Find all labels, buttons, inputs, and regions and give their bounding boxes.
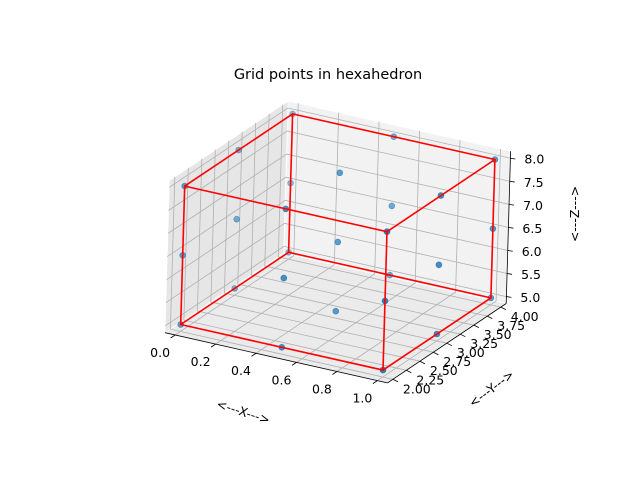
x-tick: [170, 334, 176, 339]
y-gridline: [250, 122, 474, 326]
data-point: [332, 307, 340, 315]
y-tick-label: 2.50: [430, 363, 458, 378]
x-tick-label: 1.0: [352, 391, 372, 406]
gridlines: [164, 103, 511, 381]
x-gridline: [377, 148, 501, 381]
y-tick: [419, 360, 426, 365]
hexahedron-edge: [291, 113, 496, 161]
y-tick: [487, 315, 493, 319]
hexahedron-edge: [490, 158, 496, 299]
x-gridline: [174, 103, 299, 336]
data-point: [334, 238, 342, 246]
z-tick-label: 6.5: [522, 221, 542, 236]
y-tick-label: 3.75: [497, 318, 525, 333]
y-gridline: [183, 167, 407, 371]
z-tick-label: 7.0: [523, 198, 543, 213]
hexahedron-edge: [287, 113, 294, 254]
y-gridline: [223, 140, 447, 344]
hexahedron-edge: [179, 185, 186, 326]
y-gridline: [196, 158, 420, 362]
hexahedron-edge: [287, 251, 492, 299]
z-tick: [510, 157, 516, 160]
y-tick-label: 3.25: [470, 336, 498, 351]
x-tick: [291, 362, 297, 366]
y-gridline: [277, 104, 501, 308]
x-tick-label: 0.8: [312, 382, 332, 397]
x-axis-label: <---X--->: [215, 396, 272, 427]
z-gridline: [164, 245, 507, 327]
x-gridline: [255, 121, 380, 354]
x-tick-label: 0.2: [191, 354, 211, 369]
data-point: [280, 274, 288, 282]
z-tick: [508, 227, 514, 229]
data-point: [435, 261, 443, 269]
y-tick: [433, 351, 439, 356]
z-gridline: [168, 107, 511, 188]
x-tick-label: 0.0: [150, 345, 170, 360]
hexahedron-edge: [179, 323, 384, 371]
z-tick: [507, 250, 513, 252]
y-tick-label: 2.00: [403, 381, 431, 396]
z-tick-label: 6.0: [522, 244, 542, 259]
x-tick-label: 0.6: [272, 372, 292, 387]
z-gridline: [167, 153, 510, 234]
y-tick-label: 2.75: [443, 354, 471, 369]
x-gridline: [215, 112, 340, 345]
y-tick: [446, 342, 453, 347]
z-gridline: [168, 130, 510, 211]
x-tick: [372, 380, 378, 384]
axes: 0.00.20.40.60.81.02.002.252.502.753.003.…: [150, 151, 544, 406]
y-axis-label: <---Y--->: [466, 367, 517, 411]
z-tick: [507, 273, 513, 275]
z-axis-label: <---Z--->: [567, 186, 582, 242]
y-tick: [406, 369, 412, 374]
y-gridline: [237, 131, 461, 335]
x-axis-line: [164, 332, 388, 384]
hexahedron-edge: [382, 230, 388, 371]
hexahedron-edge: [183, 113, 294, 187]
z-tick-label: 5.5: [521, 267, 541, 282]
y-tick-label: 3.00: [457, 345, 485, 360]
z-tick-label: 5.0: [520, 290, 540, 305]
z-tick: [506, 296, 512, 298]
y-tick-label: 4.00: [511, 309, 539, 324]
z-tick: [509, 180, 515, 183]
hexahedron-edges: [179, 113, 496, 371]
x-tick: [251, 352, 257, 357]
y-gridline: [210, 149, 434, 353]
hexahedron-edge: [179, 251, 290, 326]
hexahedron-edge: [382, 297, 492, 371]
x-tick: [210, 343, 216, 348]
y-gridline: [264, 113, 488, 317]
z-gridline: [165, 222, 508, 304]
y-tick-label: 3.50: [484, 327, 512, 342]
x-tick: [332, 371, 338, 375]
z-tick: [509, 203, 515, 206]
y-tick: [392, 378, 399, 383]
x-gridline: [336, 139, 461, 372]
y-tick: [473, 324, 480, 329]
z-tick-label: 7.5: [524, 175, 544, 190]
y-tick-label: 2.25: [416, 372, 444, 387]
data-point: [388, 202, 396, 210]
hexahedron-edge: [386, 158, 496, 233]
data-point: [233, 215, 241, 223]
y-tick: [460, 333, 466, 338]
data-point: [336, 169, 344, 177]
hexahedron-edge: [183, 185, 388, 233]
y-gridline: [169, 176, 393, 380]
chart-title: Grid points in hexahedron: [234, 67, 422, 83]
z-gridline: [166, 176, 509, 257]
z-gridline: [166, 199, 508, 281]
x-gridline: [296, 130, 420, 363]
y-tick: [500, 306, 506, 310]
x-tick-label: 0.4: [231, 363, 251, 378]
z-tick-label: 8.0: [524, 152, 544, 167]
